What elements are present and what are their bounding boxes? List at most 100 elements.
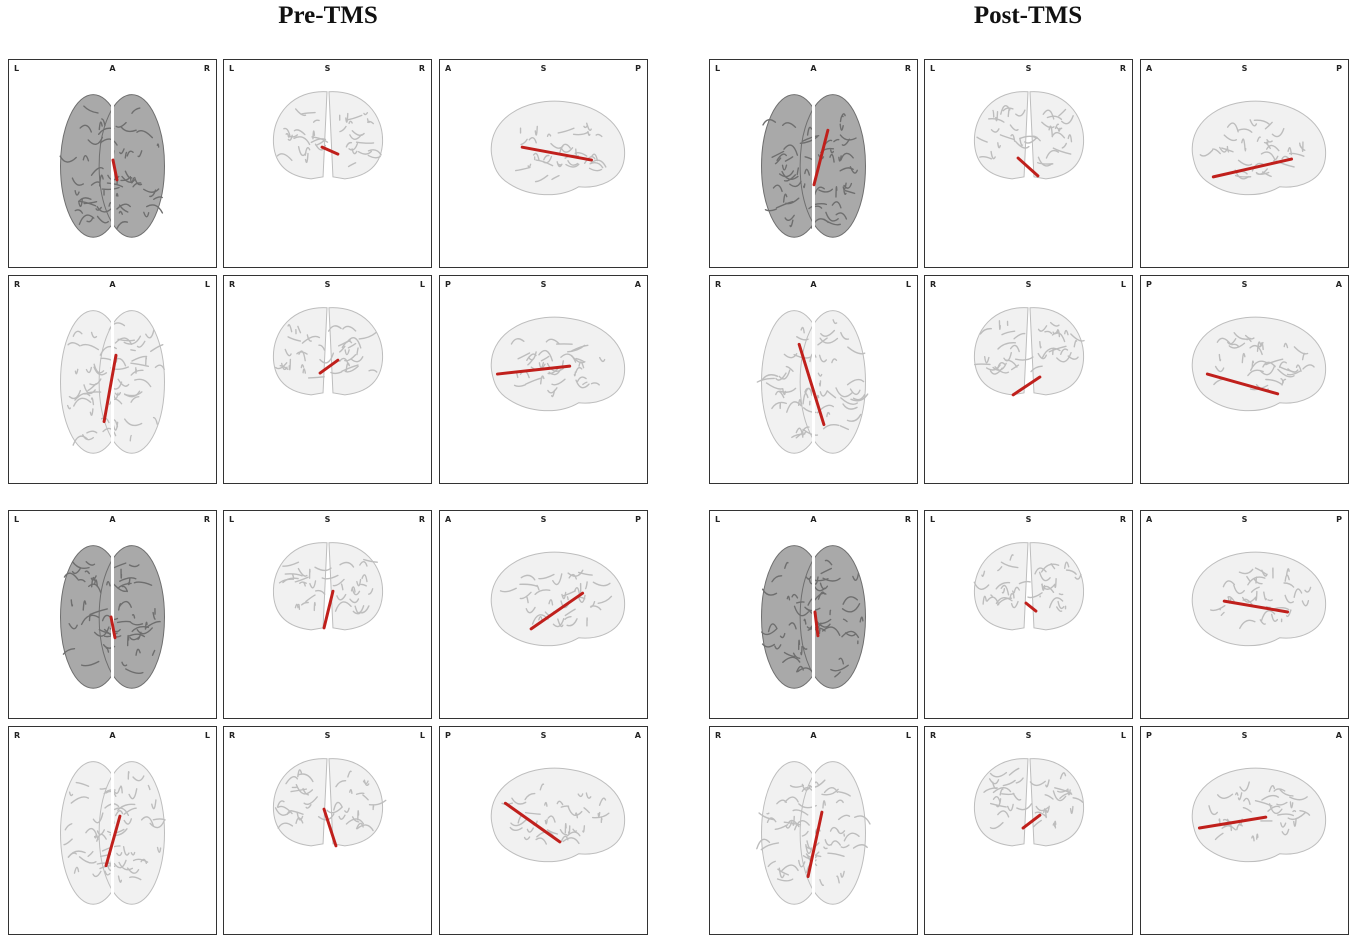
fiber-tract <box>1197 815 1268 830</box>
brain-render <box>1191 767 1327 863</box>
fiber-tract <box>109 615 117 640</box>
orientation-label: L <box>419 731 425 740</box>
orientation-label: A <box>810 731 817 740</box>
orientation-label: P <box>635 515 641 524</box>
orientation-label: R <box>418 515 425 524</box>
orientation-label: L <box>14 515 20 524</box>
orientation-label: A <box>810 280 817 289</box>
fiber-tract <box>495 364 572 376</box>
orientation-label: R <box>203 515 210 524</box>
orientation-label: S <box>540 515 547 524</box>
orientation-label: A <box>109 64 116 73</box>
orientation-label: S <box>1025 280 1032 289</box>
orientation-label: L <box>905 280 911 289</box>
brain-render <box>973 307 1085 396</box>
orientation-label: P <box>445 731 451 740</box>
orientation-label: S <box>324 515 331 524</box>
orientation-label: S <box>1241 731 1248 740</box>
fiber-tract <box>104 814 122 868</box>
brain-render <box>273 91 383 180</box>
orientation-label: S <box>324 280 331 289</box>
orientation-label: R <box>904 515 911 524</box>
fiber-tract <box>529 591 585 631</box>
orientation-label: A <box>1146 515 1153 524</box>
brain-render <box>490 316 626 412</box>
fiber-tract <box>322 589 335 630</box>
orientation-label: R <box>1119 64 1126 73</box>
brain-render <box>756 310 869 455</box>
orientation-label: R <box>14 731 21 740</box>
orientation-label: L <box>930 515 936 524</box>
orientation-label: A <box>109 515 116 524</box>
orientation-label: A <box>445 515 452 524</box>
orientation-label: A <box>109 280 116 289</box>
brain-render <box>60 310 165 455</box>
orientation-label: R <box>418 64 425 73</box>
brain-render <box>756 761 871 906</box>
orientation-label: R <box>229 280 236 289</box>
brain-render <box>60 545 165 690</box>
brain-render <box>974 758 1084 847</box>
fiber-tract <box>320 145 340 156</box>
fiber-tract <box>1024 601 1038 613</box>
orientation-label: L <box>715 515 721 524</box>
brain-render <box>1191 316 1327 412</box>
orientation-label: P <box>635 64 641 73</box>
brain-render <box>974 91 1084 180</box>
brain-render <box>761 94 866 239</box>
fiber-tract <box>503 801 562 844</box>
fiber-tract <box>1211 157 1294 179</box>
brain-render <box>973 542 1084 631</box>
fiber-tract <box>1011 375 1042 397</box>
fiber-tract <box>1016 156 1040 178</box>
orientation-label: L <box>229 515 235 524</box>
orientation-label: L <box>204 731 210 740</box>
orientation-label: A <box>810 515 817 524</box>
fiber-tract <box>318 358 340 375</box>
fiber-tract <box>1222 599 1290 614</box>
orientation-label: R <box>229 731 236 740</box>
orientation-label: A <box>109 731 116 740</box>
fiber-tract <box>1205 372 1280 396</box>
orientation-label: S <box>324 64 331 73</box>
orientation-label: L <box>930 64 936 73</box>
fiber-tract <box>797 342 826 427</box>
fiber-tract <box>812 128 830 187</box>
fiber-tract <box>806 810 824 879</box>
orientation-label: S <box>1025 731 1032 740</box>
orientation-label: S <box>1025 515 1032 524</box>
orientation-label: R <box>715 731 722 740</box>
fiber-tract <box>102 353 118 424</box>
fiber-tract <box>1021 813 1042 830</box>
brain-render <box>273 758 387 847</box>
brain-render <box>59 94 165 239</box>
fiber-tract <box>813 610 820 638</box>
orientation-label: P <box>1146 731 1152 740</box>
orientation-label: S <box>1241 280 1248 289</box>
orientation-label: R <box>203 64 210 73</box>
brain-render <box>273 542 383 631</box>
orientation-label: S <box>1241 515 1248 524</box>
orientation-label: A <box>445 64 452 73</box>
orientation-label: S <box>540 731 547 740</box>
orientation-label: L <box>1120 731 1126 740</box>
orientation-label: L <box>204 280 210 289</box>
orientation-label: L <box>905 731 911 740</box>
orientation-label: R <box>715 280 722 289</box>
orientation-label: S <box>1241 64 1248 73</box>
